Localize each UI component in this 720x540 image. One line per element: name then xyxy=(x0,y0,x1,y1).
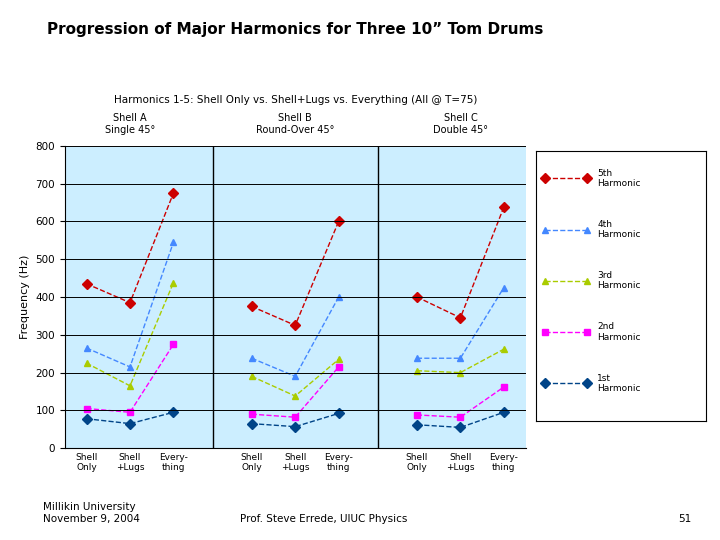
Text: Shell C
Double 45°: Shell C Double 45° xyxy=(433,113,488,135)
Text: Progression of Major Harmonics for Three 10” Tom Drums: Progression of Major Harmonics for Three… xyxy=(47,22,544,37)
Text: Harmonics 1-5: Shell Only vs. Shell+Lugs vs. Everything (All @ T=75): Harmonics 1-5: Shell Only vs. Shell+Lugs… xyxy=(114,95,477,105)
Text: 51: 51 xyxy=(678,514,691,524)
Text: 4th
Harmonic: 4th Harmonic xyxy=(598,220,641,239)
Text: Shell A
Single 45°: Shell A Single 45° xyxy=(105,113,155,135)
Text: 5th
Harmonic: 5th Harmonic xyxy=(598,168,641,188)
Text: Millikin University
November 9, 2004: Millikin University November 9, 2004 xyxy=(43,502,140,524)
Text: 3rd
Harmonic: 3rd Harmonic xyxy=(598,271,641,291)
Text: Prof. Steve Errede, UIUC Physics: Prof. Steve Errede, UIUC Physics xyxy=(240,514,408,524)
Text: Shell B
Round-Over 45°: Shell B Round-Over 45° xyxy=(256,113,334,135)
Text: 2nd
Harmonic: 2nd Harmonic xyxy=(598,322,641,342)
Text: 1st
Harmonic: 1st Harmonic xyxy=(598,374,641,393)
Y-axis label: Frequency (Hz): Frequency (Hz) xyxy=(20,255,30,339)
